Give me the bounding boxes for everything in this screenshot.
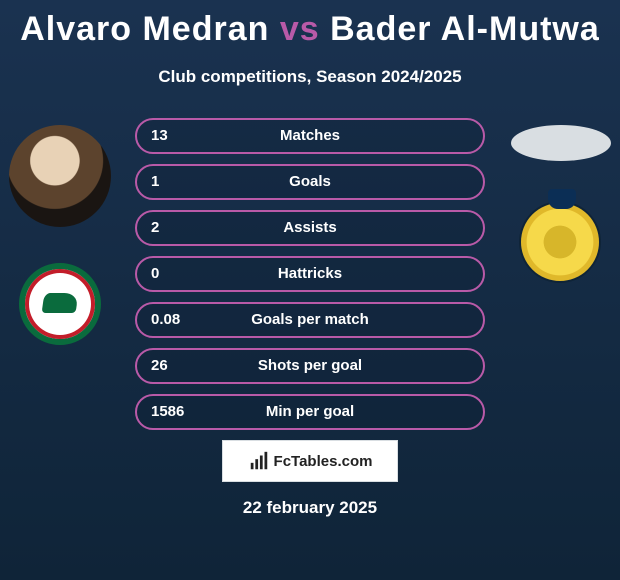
right-column bbox=[505, 115, 615, 283]
comparison-date: 22 february 2025 bbox=[0, 498, 620, 518]
brand-badge: FcTables.com bbox=[222, 440, 398, 482]
club-right-logo bbox=[519, 201, 601, 283]
comparison-title: Alvaro Medran vs Bader Al-Mutwa bbox=[0, 0, 620, 49]
stat-row: 13Matches bbox=[135, 118, 485, 154]
stat-label: Min per goal bbox=[137, 396, 483, 428]
stat-label: Matches bbox=[137, 120, 483, 152]
stat-row: 2Assists bbox=[135, 210, 485, 246]
player-right-name: Bader Al-Mutwa bbox=[330, 10, 600, 48]
left-column bbox=[5, 115, 115, 345]
brand-text: FcTables.com bbox=[274, 453, 373, 470]
brand-chart-icon bbox=[248, 450, 270, 472]
stat-row: 0Hattricks bbox=[135, 256, 485, 292]
stat-label: Shots per goal bbox=[137, 350, 483, 382]
stat-row: 1586Min per goal bbox=[135, 394, 485, 430]
stat-row: 26Shots per goal bbox=[135, 348, 485, 384]
stats-rows: 13Matches 1Goals 2Assists 0Hattricks 0.08Goa… bbox=[135, 118, 485, 440]
club-left-logo bbox=[19, 263, 101, 345]
title-vs: vs bbox=[280, 10, 320, 48]
stat-label: Assists bbox=[137, 212, 483, 244]
stat-label: Hattricks bbox=[137, 258, 483, 290]
stat-label: Goals per match bbox=[137, 304, 483, 336]
player-right-avatar bbox=[511, 125, 611, 161]
stat-row: 0.08Goals per match bbox=[135, 302, 485, 338]
subtitle: Club competitions, Season 2024/2025 bbox=[0, 67, 620, 87]
stat-label: Goals bbox=[137, 166, 483, 198]
player-left-avatar bbox=[9, 125, 111, 227]
stat-row: 1Goals bbox=[135, 164, 485, 200]
player-left-name: Alvaro Medran bbox=[20, 10, 269, 48]
